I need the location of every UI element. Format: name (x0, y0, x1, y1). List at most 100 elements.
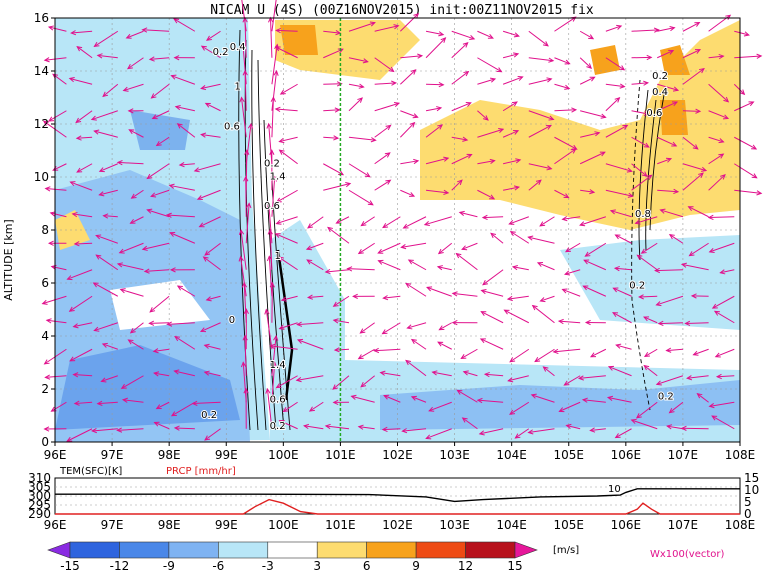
wind-vector (400, 55, 423, 59)
wind-vector (97, 54, 118, 59)
wind-vector (657, 83, 679, 91)
wind-vector (307, 216, 324, 229)
wind-vector-head (346, 266, 353, 272)
wind-vector (128, 339, 144, 350)
wind-vector-head (141, 27, 148, 33)
wind-vector (101, 375, 118, 382)
wind-vector-head (275, 383, 282, 389)
wind-vector (579, 216, 607, 226)
wind-vector (612, 312, 632, 324)
wind-vector (528, 57, 554, 62)
wind-vector-head (490, 232, 497, 239)
wind-vector-head (634, 219, 641, 225)
wind-vector-head (379, 370, 386, 376)
easterly-shade-upper (130, 110, 190, 150)
wind-vector-head (116, 262, 123, 268)
wind-vector (276, 29, 298, 32)
wind-vector (117, 161, 144, 165)
wind-vector (657, 27, 675, 32)
wind-vector-head (410, 69, 417, 75)
wind-vector-head (606, 395, 614, 401)
wind-vector (383, 395, 401, 403)
wind-vector-head (243, 175, 249, 182)
wind-vector (403, 216, 427, 229)
wind-vector-head (643, 316, 650, 322)
wind-vector (708, 83, 729, 103)
wind-vector (405, 283, 427, 297)
wind-vector-head (370, 137, 377, 143)
wind-vector (463, 371, 478, 377)
wind-vector (271, 70, 278, 111)
wind-vector-head (579, 221, 586, 227)
wind-vector-head (443, 156, 450, 162)
wind-vector (400, 160, 419, 165)
wind-vector (635, 216, 658, 224)
wind-vector-head (200, 45, 207, 51)
wind-vector-head (43, 426, 50, 432)
wind-vector-head (388, 66, 395, 73)
wind-vector-head (273, 69, 279, 76)
wind-vector (479, 428, 504, 435)
wind-vector (95, 254, 119, 271)
wind-vector-head (539, 221, 546, 227)
wind-vector-head (718, 53, 725, 60)
wind-vector-head (146, 208, 153, 214)
wind-vector-head (548, 57, 555, 63)
wind-vector-head (509, 230, 516, 237)
wind-vector (534, 348, 555, 362)
wind-vector (507, 295, 529, 300)
colorbar-high-extend (514, 541, 538, 559)
wind-vector (245, 176, 247, 217)
wind-vector-head (93, 129, 100, 135)
bottom-left-tick-label: 300 (28, 489, 51, 503)
wind-vector (336, 216, 350, 224)
wind-vector-head (266, 202, 272, 209)
wind-vector-head (589, 189, 596, 195)
wind-vector (658, 322, 683, 325)
wind-vector (380, 372, 401, 377)
wind-vector-head (612, 287, 619, 293)
wind-vector (278, 256, 298, 271)
wind-vector (528, 428, 555, 434)
wind-vector-head (460, 354, 467, 360)
wind-vector (437, 266, 452, 271)
wind-vector-head (482, 280, 489, 286)
wind-vector-head (641, 171, 648, 177)
wind-vector-head (643, 364, 650, 371)
wind-vector (296, 375, 324, 381)
wind-vector-head (407, 259, 414, 265)
wind-vector (48, 26, 67, 32)
wind-vector-head (542, 41, 549, 47)
wind-vector-head (308, 406, 315, 412)
wind-vector (117, 428, 144, 431)
wind-vector (383, 295, 401, 299)
wind-vector-head (295, 377, 302, 383)
wind-vector-head (307, 223, 313, 229)
wind-vector (280, 83, 298, 95)
wind-vector (281, 295, 298, 301)
wind-vector (241, 97, 247, 138)
x-tick-label: 98E (158, 448, 181, 462)
wind-vector (334, 348, 350, 351)
wind-vector-head (382, 222, 389, 229)
wind-vector (171, 401, 196, 417)
wind-vector-head (73, 400, 80, 406)
wind-vector (245, 203, 250, 244)
wind-vector (325, 425, 350, 430)
wind-vector-head (239, 96, 245, 103)
wind-vector (402, 428, 427, 432)
colorbar-swatch (168, 541, 219, 559)
wind-vector (76, 136, 93, 139)
wind-vector (733, 83, 745, 95)
wind-vector (657, 158, 672, 165)
wind-vector-head (148, 56, 155, 62)
wind-vector (279, 149, 298, 165)
wind-vector (667, 425, 683, 430)
y-tick-label: 16 (34, 11, 49, 25)
wind-vector-head (120, 383, 127, 389)
wind-vector (67, 269, 93, 280)
wind-vector (528, 30, 549, 47)
wind-vector (564, 269, 581, 275)
wind-vector-head (176, 285, 183, 291)
wind-vector (655, 269, 683, 272)
